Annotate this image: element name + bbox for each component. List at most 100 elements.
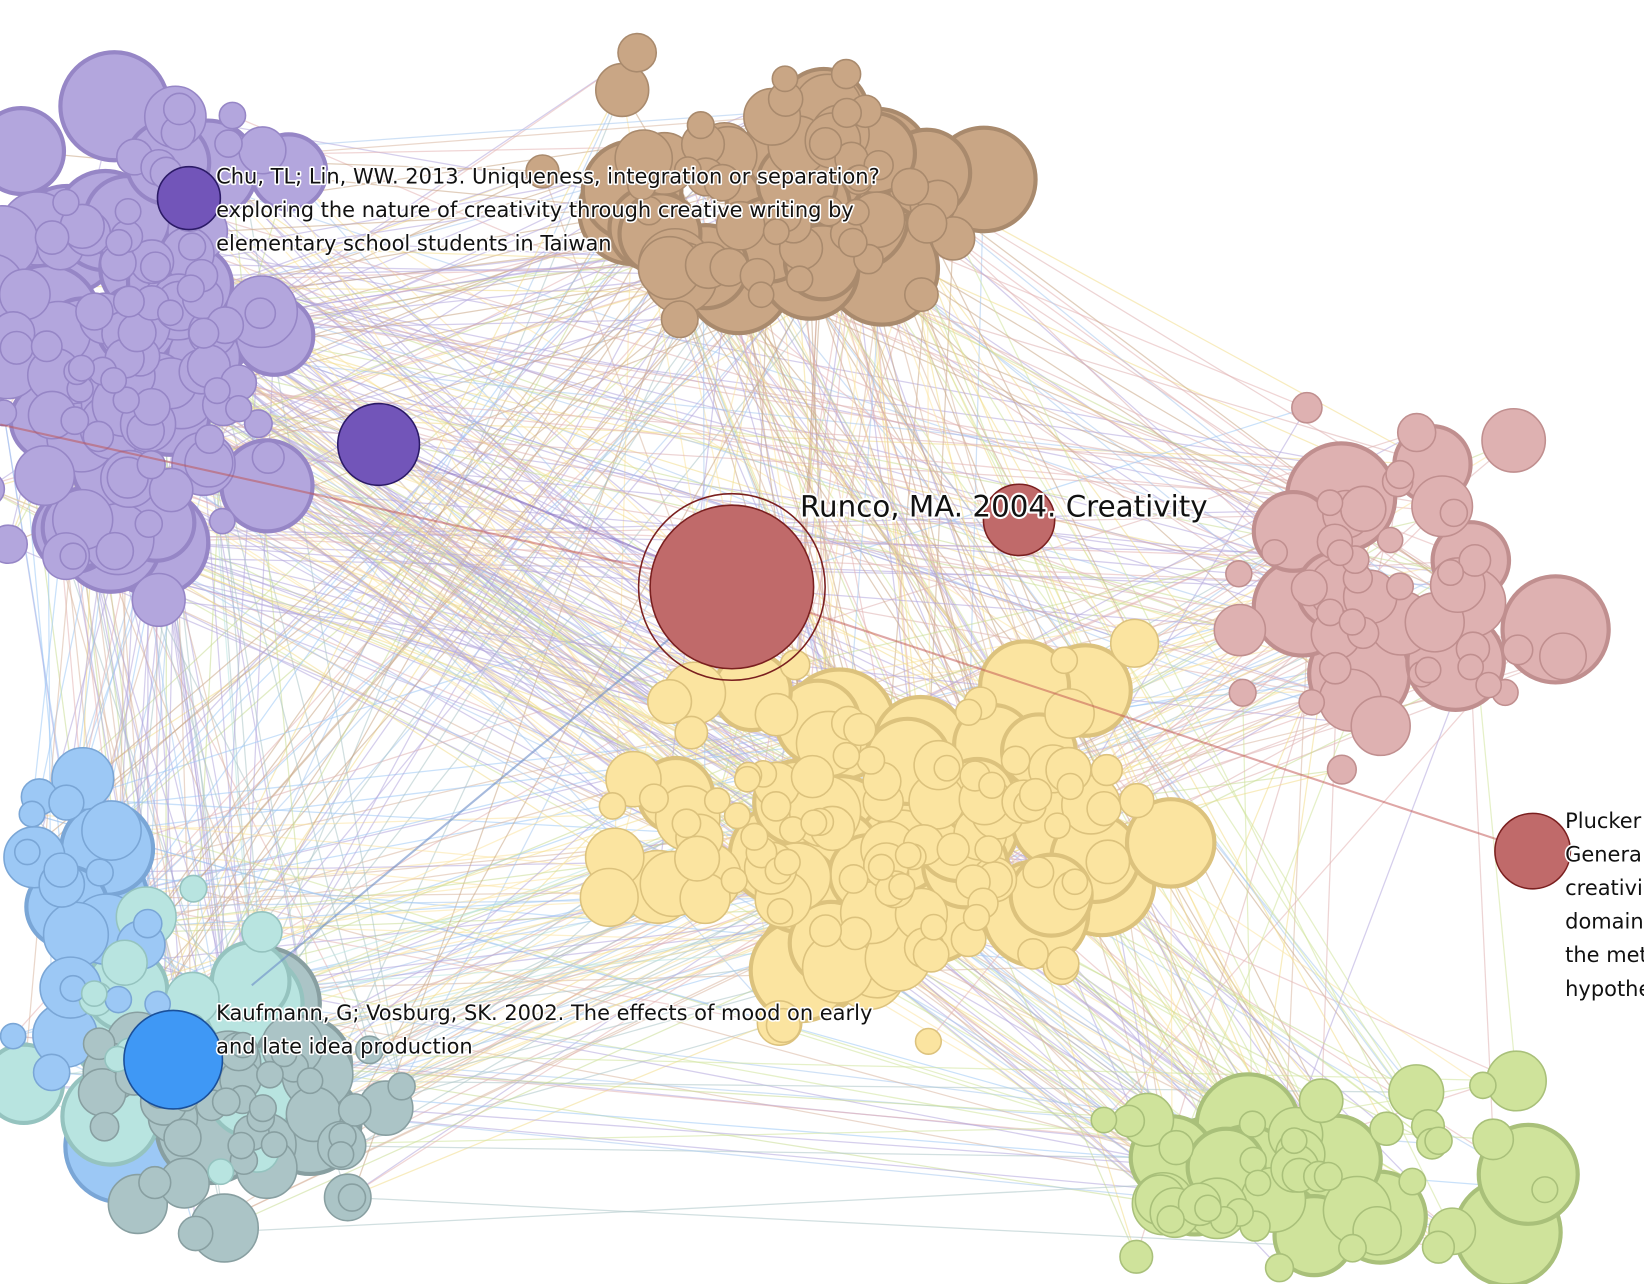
node[interactable]: [85, 858, 114, 887]
node[interactable]: [1119, 1239, 1154, 1274]
node[interactable]: [18, 800, 46, 828]
node[interactable]: [1194, 1194, 1222, 1223]
node[interactable]: [1539, 632, 1587, 681]
node[interactable]: [830, 58, 862, 90]
node[interactable]: [1112, 1104, 1146, 1138]
node[interactable]: [1340, 485, 1387, 533]
node[interactable]: [809, 914, 843, 948]
node[interactable]: [1531, 1176, 1559, 1204]
node[interactable]: [617, 32, 658, 73]
node[interactable]: [1238, 1110, 1267, 1138]
node[interactable]: [132, 908, 163, 939]
node[interactable]: [387, 1072, 416, 1101]
node[interactable]: [733, 765, 761, 793]
node[interactable]: [256, 1060, 284, 1089]
node[interactable]: [1437, 559, 1465, 587]
node[interactable]: [766, 897, 794, 925]
node[interactable]: [754, 692, 799, 737]
node[interactable]: [1264, 1253, 1295, 1283]
node[interactable]: [34, 220, 70, 255]
node[interactable]: [101, 939, 148, 986]
node[interactable]: [138, 1165, 172, 1200]
node[interactable]: [337, 1183, 367, 1212]
node[interactable]: [1414, 656, 1442, 684]
node[interactable]: [1000, 745, 1031, 776]
node[interactable]: [1090, 1106, 1118, 1134]
node[interactable]: [132, 387, 171, 426]
node[interactable]: [914, 1027, 943, 1056]
node[interactable]: [906, 202, 948, 244]
node[interactable]: [30, 330, 63, 363]
node[interactable]: [800, 809, 828, 837]
node[interactable]: [1050, 646, 1079, 675]
node[interactable]: [933, 754, 961, 782]
node[interactable]: [59, 542, 87, 570]
node[interactable]: [1085, 839, 1131, 885]
node[interactable]: [114, 197, 142, 225]
node[interactable]: [954, 698, 983, 726]
node[interactable]: [890, 167, 930, 206]
node[interactable]: [1124, 797, 1217, 889]
node[interactable]: [1326, 754, 1357, 785]
node[interactable]: [790, 754, 835, 799]
node[interactable]: [703, 787, 731, 815]
node[interactable]: [105, 228, 133, 257]
node[interactable]: [912, 935, 950, 973]
node[interactable]: [686, 111, 715, 140]
node[interactable]: [842, 198, 870, 226]
node[interactable]: [176, 274, 205, 303]
node[interactable]: [982, 483, 1056, 557]
node[interactable]: [336, 402, 421, 487]
node[interactable]: [89, 1111, 120, 1142]
node[interactable]: [647, 678, 693, 725]
node[interactable]: [177, 232, 207, 261]
node[interactable]: [1225, 559, 1253, 588]
node[interactable]: [903, 277, 939, 313]
node[interactable]: [1398, 1167, 1427, 1196]
node[interactable]: [1494, 812, 1572, 890]
node[interactable]: [156, 165, 222, 231]
node[interactable]: [894, 841, 922, 869]
node[interactable]: [1316, 489, 1344, 517]
node[interactable]: [1109, 618, 1160, 668]
node[interactable]: [112, 285, 145, 318]
node[interactable]: [0, 330, 34, 365]
node[interactable]: [194, 424, 225, 455]
node[interactable]: [1017, 938, 1049, 970]
node[interactable]: [229, 1031, 257, 1059]
node[interactable]: [1022, 856, 1055, 889]
node[interactable]: [579, 867, 639, 928]
node[interactable]: [671, 808, 702, 839]
node[interactable]: [48, 784, 85, 821]
node[interactable]: [1298, 688, 1326, 716]
node[interactable]: [156, 299, 184, 327]
node[interactable]: [1213, 603, 1267, 657]
node[interactable]: [978, 771, 1006, 799]
node[interactable]: [214, 129, 243, 158]
node[interactable]: [832, 741, 861, 770]
node[interactable]: [0, 106, 67, 197]
node[interactable]: [208, 507, 236, 535]
node[interactable]: [703, 163, 742, 202]
node[interactable]: [0, 524, 29, 565]
node[interactable]: [14, 445, 76, 507]
node[interactable]: [1044, 812, 1071, 840]
node[interactable]: [740, 822, 769, 851]
node[interactable]: [962, 903, 991, 932]
node[interactable]: [327, 1141, 355, 1168]
node[interactable]: [244, 297, 277, 330]
node[interactable]: [112, 386, 140, 414]
node[interactable]: [649, 504, 815, 670]
node[interactable]: [203, 377, 231, 405]
node[interactable]: [100, 366, 128, 394]
node[interactable]: [60, 406, 90, 436]
node[interactable]: [139, 251, 172, 283]
node[interactable]: [355, 1035, 384, 1065]
node[interactable]: [260, 1131, 288, 1159]
node[interactable]: [80, 980, 108, 1008]
node[interactable]: [32, 1053, 71, 1092]
node[interactable]: [67, 354, 96, 382]
node[interactable]: [674, 715, 709, 750]
node[interactable]: [1156, 1205, 1185, 1234]
node[interactable]: [771, 65, 799, 93]
